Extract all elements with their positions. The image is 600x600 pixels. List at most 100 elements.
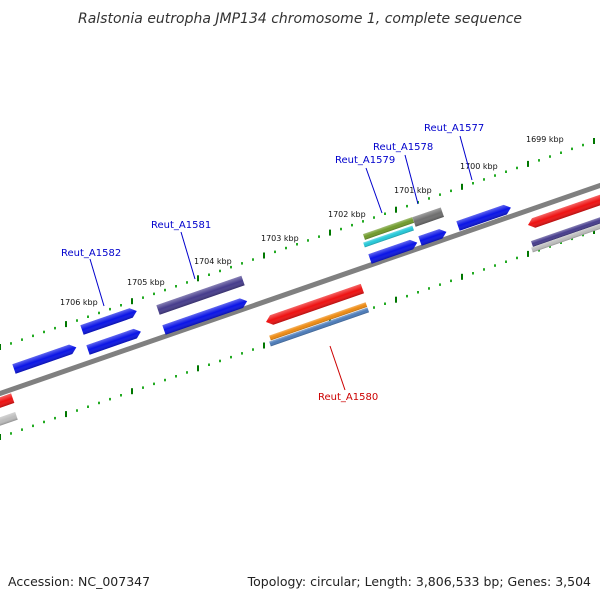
gene-label-leaders: [89, 135, 473, 391]
gene-arrow-shading: [363, 225, 414, 248]
scale-tick-minor: [472, 182, 474, 185]
gene-labels: Reut_A1577 Reut_A1578 Reut_A1579 Reut_A1…: [61, 123, 484, 403]
scale-tick-minor: [516, 256, 518, 260]
gene-label-reut-a1579[interactable]: Reut_A1579: [335, 155, 395, 166]
gene-arrow[interactable]: [0, 412, 18, 429]
gene-label-reut-a1582[interactable]: Reut_A1582: [61, 248, 121, 259]
gene-arrow[interactable]: [156, 275, 245, 315]
gene-arrow[interactable]: [12, 343, 78, 374]
scale-tick-minor: [208, 273, 210, 276]
scale-tick-minor: [560, 151, 562, 154]
scale-tick-major: [461, 183, 463, 190]
scale-tick-minor: [582, 143, 584, 147]
gene-arrow[interactable]: [363, 217, 415, 240]
scale-tick-minor: [549, 155, 551, 158]
leader-line: [365, 167, 383, 214]
gene-arrow[interactable]: [80, 306, 138, 335]
gene-arrow[interactable]: [418, 227, 448, 246]
gene-arrow[interactable]: [412, 207, 444, 227]
scale-tick-minor: [76, 319, 78, 322]
scale-tick-minor: [109, 307, 111, 311]
scale-tick-major: [131, 298, 133, 305]
gene-arrow-shading: [12, 344, 77, 374]
gene-arrow-shading: [418, 229, 447, 246]
scale-tick-major: [527, 160, 529, 167]
accession-text: Accession: NC_007347: [8, 574, 150, 589]
scale-tick-minor: [307, 239, 309, 242]
chromosome-backbone: [0, 182, 600, 397]
scale-tick-major: [461, 273, 463, 280]
gene-arrow-shading: [269, 302, 368, 341]
gene-arrow-shading: [531, 221, 600, 253]
scale-tick-minor: [120, 304, 122, 307]
kbp-label: 1705 kbp: [127, 278, 165, 287]
scale-tick-minor: [505, 170, 507, 173]
scale-tick-major: [65, 411, 67, 418]
gene-label-reut-a1577[interactable]: Reut_A1577: [424, 123, 484, 134]
gene-arrow[interactable]: [0, 393, 15, 411]
scale-tick-minor: [252, 258, 254, 261]
gene-arrow[interactable]: [531, 214, 600, 247]
gene-arrow[interactable]: [368, 238, 419, 264]
scale-tick-minor: [142, 386, 144, 389]
gene-arrow[interactable]: [162, 296, 248, 335]
gene-arrow-reut-a1580[interactable]: [264, 283, 365, 327]
scale-tick-minor: [153, 382, 155, 386]
gene-arrow[interactable]: [86, 327, 142, 355]
scale-tick-major: [527, 250, 529, 257]
kbp-scale-labels: 1699 kbp 1700 kbp 1701 kbp 1702 kbp 1703…: [60, 135, 564, 307]
scale-tick-minor: [384, 302, 386, 305]
kbp-label: 1706 kbp: [60, 298, 98, 307]
scale-tick-minor: [164, 288, 166, 292]
scale-tick-minor: [538, 159, 540, 162]
scale-tick-minor: [406, 204, 408, 208]
scale-tick-minor: [549, 245, 551, 248]
scale-tick-minor: [219, 359, 221, 363]
gene-arrow[interactable]: [269, 302, 368, 341]
gene-arrow[interactable]: [456, 203, 512, 231]
gene-label-reut-a1578[interactable]: Reut_A1578: [373, 142, 433, 153]
gene-arrow-shading: [156, 275, 245, 315]
gene-features: [0, 194, 600, 429]
gene-label-reut-a1581[interactable]: Reut_A1581: [151, 220, 211, 231]
gene-arrow-shading: [0, 412, 18, 429]
scale-tick-minor: [21, 338, 23, 341]
scale-tick-minor: [483, 268, 485, 271]
scale-tick-major: [263, 252, 265, 259]
scale-tick-minor: [373, 306, 375, 309]
gene-arrow-shading: [528, 194, 600, 228]
scale-tick-minor: [428, 197, 430, 200]
scale-tick-major: [329, 229, 331, 236]
scale-tick-minor: [54, 416, 56, 420]
scale-tick-minor: [98, 311, 100, 315]
gene-arrow[interactable]: [526, 194, 600, 230]
gene-arrow[interactable]: [269, 307, 370, 347]
scale-tick-minor: [428, 287, 430, 290]
scale-tick-minor: [109, 397, 111, 401]
scale-tick-major: [0, 344, 1, 350]
map-title: Ralstonia eutropha JMP134 chromosome 1, …: [78, 11, 522, 27]
scale-tick-minor: [186, 371, 188, 374]
gene-arrow[interactable]: [363, 225, 414, 248]
gene-arrow-shading: [266, 283, 365, 325]
scale-tick-minor: [571, 237, 573, 241]
scale-tick-major: [395, 206, 397, 213]
gene-arrow-shading: [363, 217, 415, 240]
scale-tick-major: [65, 321, 67, 328]
scale-tick-minor: [87, 315, 89, 318]
scale-tick-minor: [351, 223, 353, 227]
gene-arrow-shading: [269, 307, 370, 347]
leader-line: [180, 231, 196, 280]
scale-tick-minor: [340, 227, 342, 231]
scale-tick-minor: [32, 424, 34, 428]
gene-label-reut-a1580[interactable]: Reut_A1580: [318, 392, 378, 403]
scale-tick-minor: [186, 281, 188, 284]
scale-tick-minor: [10, 432, 12, 435]
scale-tick-minor: [373, 216, 375, 219]
gene-arrow[interactable]: [531, 221, 600, 253]
scale-tick-minor: [32, 334, 34, 338]
kbp-label: 1700 kbp: [460, 162, 498, 171]
kbp-label: 1699 kbp: [526, 135, 564, 144]
gene-arrow-shading: [162, 298, 248, 335]
scale-tick-minor: [21, 428, 23, 431]
